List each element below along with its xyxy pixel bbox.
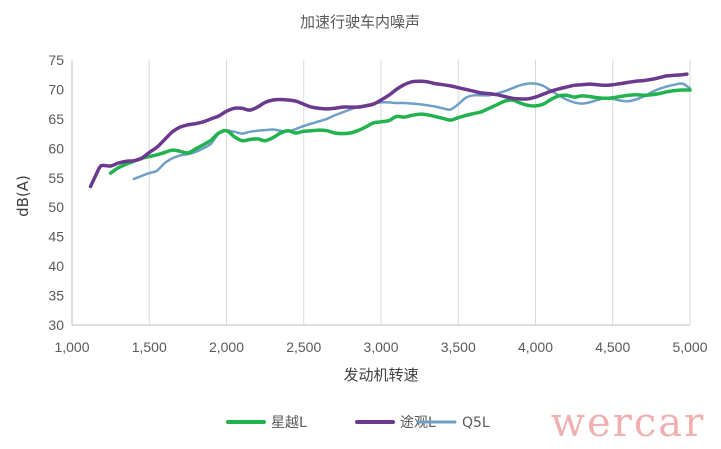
chart-title: 加速行驶车内噪声 [300,13,420,31]
y-tick-label: 30 [48,317,64,333]
x-tick-label: 1,000 [54,339,89,355]
series-line-1 [108,88,692,175]
y-tick-label: 55 [48,170,64,186]
x-tick-label: 3,500 [441,339,476,355]
y-tick-label: 35 [48,288,64,304]
series-line-2 [88,72,689,189]
y-axis-ticks: 30 35 40 45 50 55 60 65 70 75 [48,52,64,333]
x-axis-label: 发动机转速 [343,366,418,384]
y-tick-label: 60 [48,140,64,156]
series-lines [88,72,692,189]
y-tick-label: 45 [48,229,64,245]
x-tick-label: 1,500 [132,339,167,355]
x-tick-label: 5,000 [672,339,707,355]
y-tick-label: 65 [48,111,64,127]
x-tick-label: 3,000 [363,339,398,355]
y-tick-label: 40 [48,258,64,274]
y-tick-label: 75 [48,52,64,68]
legend-label-1: 星越L [271,415,307,431]
legend: 星越L途观LQ5L [226,414,490,431]
x-tick-label: 2,000 [209,339,244,355]
legend-label-3: Q5L [462,415,490,431]
x-axis-ticks: 1,000 1,500 2,000 2,500 3,000 3,500 4,000 4,500… [54,339,707,355]
x-tick-label: 4,000 [518,339,553,355]
y-tick-label: 50 [48,199,64,215]
x-tick-label: 2,500 [286,339,321,355]
x-tick-label: 4,500 [595,339,630,355]
y-axis-label: dB(A) [14,175,32,217]
watermark-logo: wercar [551,400,705,446]
y-tick-label: 70 [48,81,64,97]
